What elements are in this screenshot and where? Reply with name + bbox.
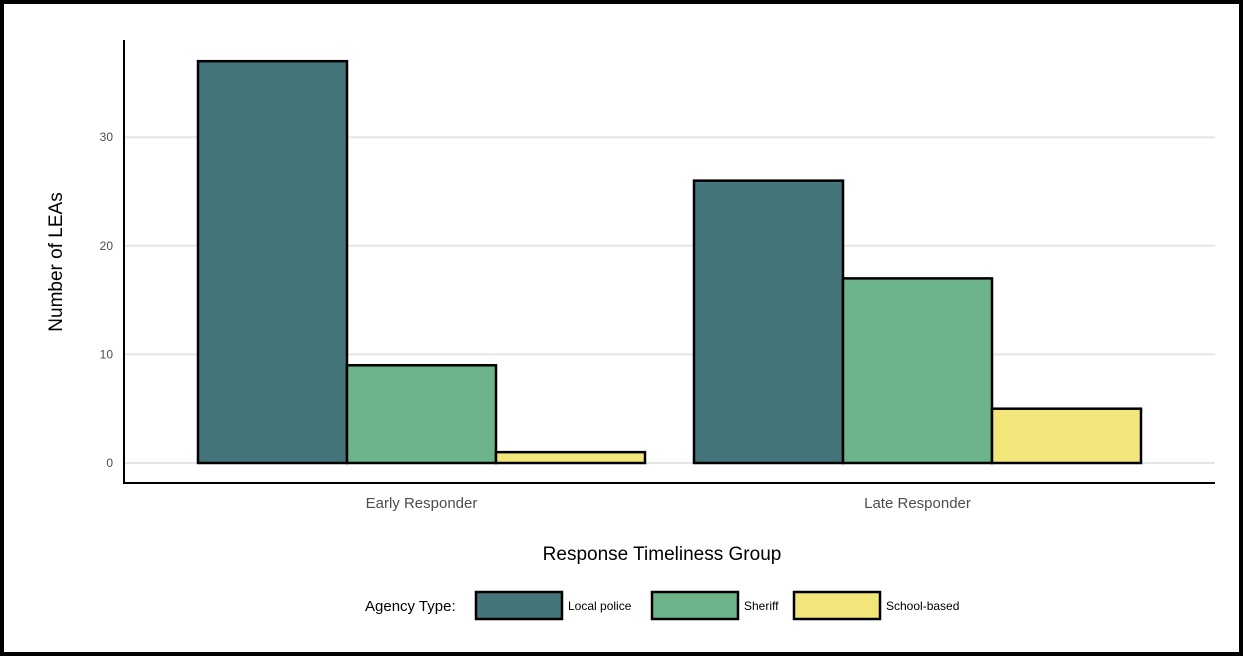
- legend: Agency Type: Local police Sheriff School-b…: [365, 590, 959, 621]
- y-tick-labels: 0 10 20 30: [100, 130, 114, 470]
- bar-local-police-1: [196, 59, 349, 465]
- bar-local-police-2: [692, 179, 845, 465]
- y-tick-label: 30: [100, 130, 114, 144]
- legend-label: School-based: [886, 599, 959, 613]
- legend-title: Agency Type:: [365, 598, 456, 615]
- bar-sheriff-1: [345, 364, 498, 465]
- legend-label: Sheriff: [744, 599, 779, 613]
- bar-school-based-1: [494, 450, 647, 465]
- x-category-label: Late Responder: [864, 495, 971, 512]
- x-category-label: Early Responder: [366, 495, 478, 512]
- legend-label: Local police: [568, 599, 632, 613]
- bar-school-based-2: [990, 407, 1143, 465]
- legend-key: [792, 590, 882, 621]
- legend-key: [650, 590, 740, 621]
- x-axis-title: Response Timeliness Group: [543, 544, 782, 565]
- axes: [123, 40, 1215, 484]
- bar-sheriff-2: [841, 277, 994, 465]
- bars: [196, 59, 1143, 465]
- y-tick-label: 10: [100, 347, 114, 361]
- y-tick-label: 20: [100, 239, 114, 253]
- y-axis-title: Number of LEAs: [46, 192, 67, 331]
- x-category-labels: Early Responder Late Responder: [366, 495, 971, 512]
- legend-key: [474, 590, 564, 621]
- y-tick-label: 0: [106, 456, 113, 470]
